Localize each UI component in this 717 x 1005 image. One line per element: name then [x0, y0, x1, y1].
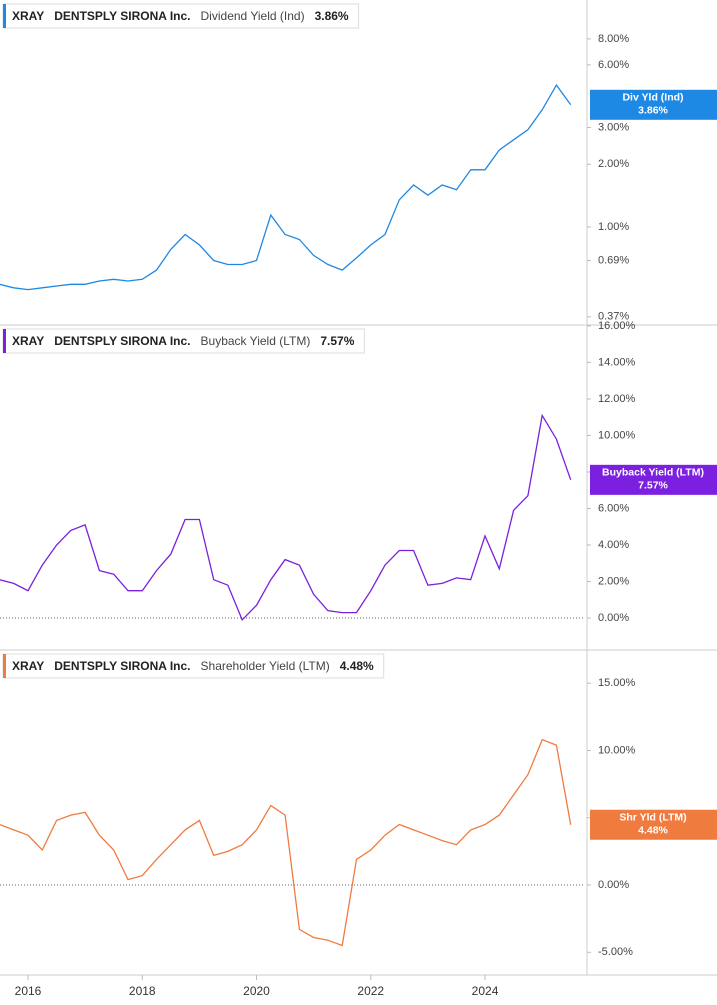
y-tick-label: 8.00% — [598, 33, 629, 45]
legend-text: XRAY — [12, 9, 44, 23]
y-tick-label: 0.00% — [598, 612, 629, 624]
value-badge — [590, 464, 717, 495]
legend-text: 3.86% — [315, 9, 349, 23]
legend-swatch — [3, 4, 6, 28]
y-tick-label: 0.37% — [598, 311, 629, 323]
badge-value: 3.86% — [638, 105, 668, 117]
value-badge — [590, 89, 717, 120]
series-line — [0, 83, 572, 291]
legend-text: DENTSPLY SIRONA Inc. — [54, 9, 190, 23]
y-tick-label: 10.00% — [598, 429, 636, 441]
legend-text: Dividend Yield (Ind) — [201, 9, 305, 23]
y-tick-label: 1.00% — [598, 221, 629, 233]
legend-text: XRAY — [12, 659, 44, 673]
series-line — [0, 413, 572, 622]
y-tick-label: 2.00% — [598, 575, 629, 587]
x-tick-label: 2024 — [472, 984, 499, 998]
badge-label: Shr Yld (LTM) — [619, 812, 686, 824]
x-tick-label: 2018 — [129, 984, 156, 998]
y-tick-label: 4.00% — [598, 539, 629, 551]
legend-text: 7.57% — [320, 334, 354, 348]
y-tick-label: 0.69% — [598, 254, 629, 266]
y-tick-label: 6.00% — [598, 59, 629, 71]
y-tick-label: 6.00% — [598, 502, 629, 514]
value-badge — [590, 809, 717, 840]
badge-label: Buyback Yield (LTM) — [602, 467, 704, 479]
y-tick-label: 14.00% — [598, 356, 636, 368]
series-line — [0, 738, 572, 947]
badge-label: Div Yld (Ind) — [622, 92, 683, 104]
legend-text: DENTSPLY SIRONA Inc. — [54, 334, 190, 348]
legend-text: Shareholder Yield (LTM) — [201, 659, 330, 673]
legend-text: 4.48% — [340, 659, 374, 673]
y-tick-label: 10.00% — [598, 744, 636, 756]
y-tick-label: 16.00% — [598, 320, 636, 332]
y-tick-label: 12.00% — [598, 393, 636, 405]
legend-box — [2, 653, 385, 679]
x-tick-label: 2022 — [357, 984, 384, 998]
legend-text: Buyback Yield (LTM) — [201, 334, 311, 348]
badge-value: 7.57% — [638, 480, 668, 492]
legend-swatch — [3, 654, 6, 678]
legend-text: DENTSPLY SIRONA Inc. — [54, 659, 190, 673]
y-tick-label: 3.00% — [598, 121, 629, 133]
y-tick-label: 2.00% — [598, 158, 629, 170]
y-tick-label: 15.00% — [598, 677, 636, 689]
legend: XRAY DENTSPLY SIRONA Inc. Shareholder Yiel… — [2, 653, 385, 679]
legend: XRAY DENTSPLY SIRONA Inc. Dividend Yield (… — [2, 3, 360, 29]
y-tick-label: -5.00% — [598, 946, 633, 958]
x-tick-label: 2020 — [243, 984, 270, 998]
y-tick-label: 0.00% — [598, 879, 629, 891]
badge-value: 4.48% — [638, 825, 668, 837]
legend: XRAY DENTSPLY SIRONA Inc. Buyback Yield (L… — [2, 328, 365, 354]
legend-swatch — [3, 329, 6, 353]
legend-text: XRAY — [12, 334, 44, 348]
legend-box — [2, 328, 365, 354]
x-tick-label: 2016 — [15, 984, 42, 998]
